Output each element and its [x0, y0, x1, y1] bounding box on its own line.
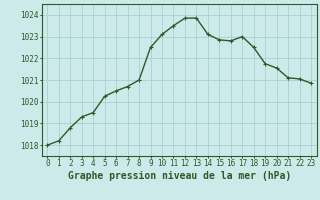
X-axis label: Graphe pression niveau de la mer (hPa): Graphe pression niveau de la mer (hPa): [68, 171, 291, 181]
